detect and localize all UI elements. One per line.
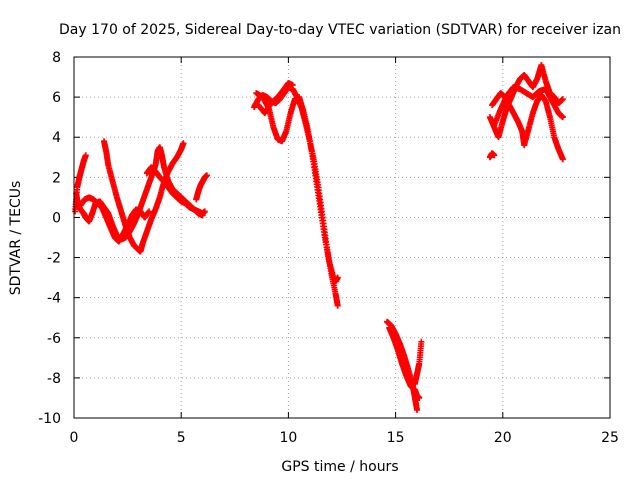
data-point xyxy=(334,274,341,281)
data-point xyxy=(559,156,566,163)
y-tick-label: 2 xyxy=(52,170,61,186)
y-tick-label: -8 xyxy=(47,371,61,387)
y-tick-label: 8 xyxy=(52,50,61,66)
data-point xyxy=(146,208,153,215)
y-tick-label: 0 xyxy=(52,210,61,226)
chart-title: Day 170 of 2025, Sidereal Day-to-day VTE… xyxy=(59,22,621,38)
data-point xyxy=(180,140,187,147)
y-tick-label: 6 xyxy=(52,90,61,106)
data-point xyxy=(491,152,498,159)
y-tick-label: -6 xyxy=(47,331,61,347)
data-point xyxy=(203,172,210,179)
data-point xyxy=(559,114,566,121)
data-points xyxy=(72,62,566,413)
x-axis-label: GPS time / hours xyxy=(281,459,398,475)
y-tick-label: 4 xyxy=(52,130,61,146)
data-point xyxy=(201,208,208,215)
data-point xyxy=(414,406,421,413)
x-tick-label: 25 xyxy=(601,430,619,446)
tick-labels: 0 5 10 15 20 25 -10 -8 -6 -4 -2 0 2 4 6 8 xyxy=(38,50,619,446)
data-point xyxy=(334,302,341,309)
x-tick-label: 0 xyxy=(70,430,79,446)
y-tick-label: -2 xyxy=(47,251,61,267)
data-point xyxy=(289,82,296,89)
x-tick-label: 10 xyxy=(279,430,297,446)
y-tick-label: -10 xyxy=(38,411,61,427)
x-tick-label: 15 xyxy=(387,430,405,446)
x-tick-label: 20 xyxy=(494,430,512,446)
data-point xyxy=(416,394,423,401)
y-axis-label: SDTVAR / TECUs xyxy=(8,181,24,296)
data-point xyxy=(82,152,89,159)
data-point xyxy=(418,338,425,345)
plot-frame xyxy=(73,56,611,419)
y-tick-label: -4 xyxy=(47,291,61,307)
data-point xyxy=(559,96,566,103)
x-tick-label: 5 xyxy=(177,430,186,446)
